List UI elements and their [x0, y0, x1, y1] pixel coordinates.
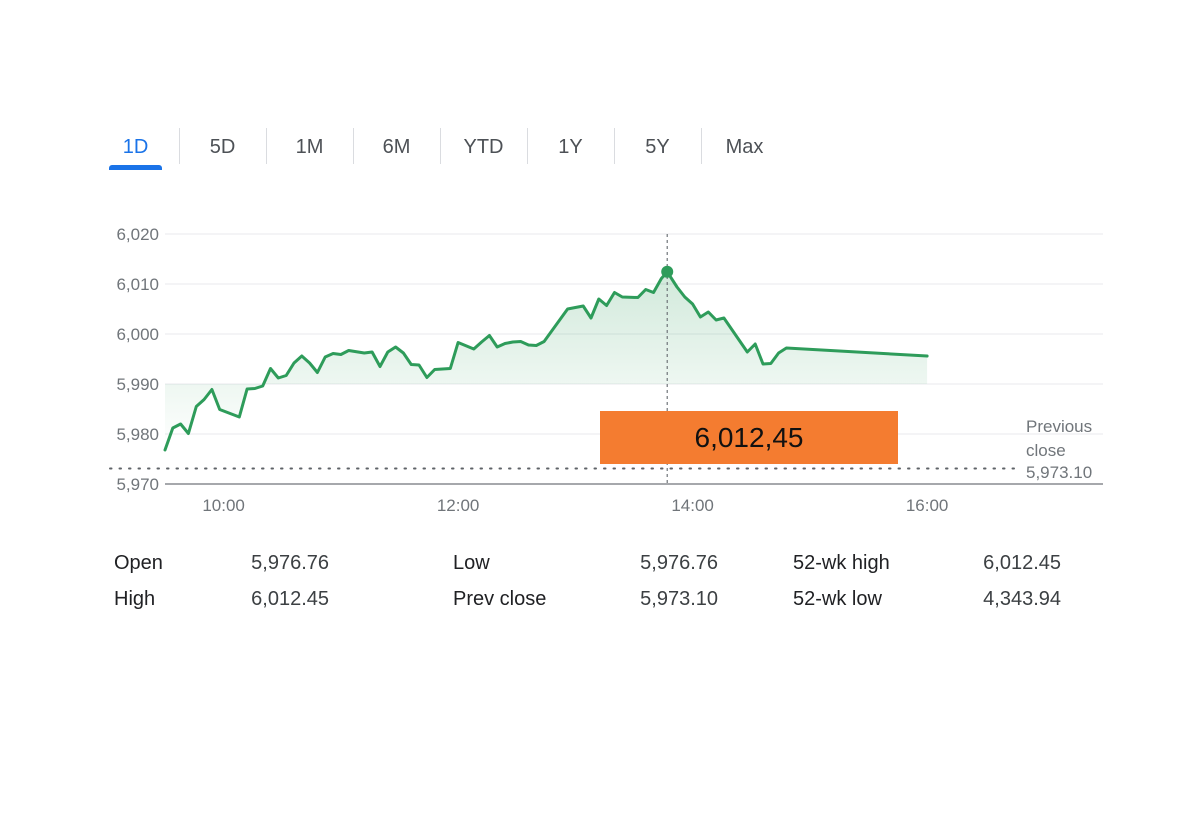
price-area [165, 271, 928, 450]
wk52-high-value: 6,012.45 [983, 552, 1061, 574]
y-axis-labels: 6,020 6,010 6,000 5,990 5,980 5,970 [116, 225, 159, 494]
tab-1y[interactable]: 1Y [527, 126, 614, 170]
stats-row: Open 5,976.76 Low 5,976.76 52-wk high 6,… [114, 550, 1074, 586]
tab-label: 6M [382, 136, 411, 158]
wk52-high-label: 52-wk high [793, 552, 890, 574]
time-range-tabs: 1D 5D 1M 6M YTD 1Y 5Y Max [92, 126, 788, 170]
tab-5d[interactable]: 5D [179, 126, 266, 170]
wk52-low-label: 52-wk low [793, 588, 882, 610]
low-label: Low [453, 552, 490, 574]
highlight-value-box: 6,012,45 [600, 411, 898, 464]
high-label: High [114, 588, 156, 610]
wk52-low-value: 4,343.94 [983, 588, 1061, 610]
active-tab-indicator [109, 165, 162, 170]
tab-5y[interactable]: 5Y [614, 126, 701, 170]
tab-6m[interactable]: 6M [353, 126, 440, 170]
x-tick-label: 14:00 [671, 496, 714, 515]
tab-max[interactable]: Max [701, 126, 788, 170]
open-value: 5,976.76 [251, 552, 329, 574]
previous-close-label: Previous close 5,973.10 [1026, 417, 1092, 482]
tab-1d[interactable]: 1D [92, 126, 179, 170]
tab-label: 1Y [558, 136, 583, 158]
open-label: Open [114, 552, 163, 574]
highlight-point[interactable] [661, 265, 674, 278]
tab-1m[interactable]: 1M [266, 126, 353, 170]
x-tick-label: 16:00 [906, 496, 949, 515]
highlight-value: 6,012,45 [694, 421, 804, 453]
tab-label: YTD [463, 136, 504, 158]
prev-close-line2: close [1026, 441, 1066, 460]
tab-label: 5D [209, 136, 236, 158]
price-series-line [163, 270, 929, 452]
tab-label: Max [725, 136, 764, 158]
stats-row: High 6,012.45 Prev close 5,973.10 52-wk … [114, 586, 1074, 622]
x-tick-label: 10:00 [202, 496, 245, 515]
prev-close-value: 5,973.10 [1026, 463, 1092, 482]
y-tick-label: 6,000 [116, 325, 159, 344]
tab-ytd[interactable]: YTD [440, 126, 527, 170]
tab-label: 1D [122, 136, 149, 158]
tab-label: 1M [295, 136, 324, 158]
prev-close-line1: Previous [1026, 417, 1092, 436]
x-tick-label: 12:00 [437, 496, 480, 515]
high-value: 6,012.45 [251, 588, 329, 610]
y-tick-label: 5,980 [116, 425, 159, 444]
low-value: 5,976.76 [640, 552, 718, 574]
y-tick-label: 6,020 [116, 225, 159, 244]
x-axis-labels: 10:00 12:00 14:00 16:00 [202, 496, 948, 515]
prev-close-stat-label: Prev close [453, 588, 547, 610]
y-tick-label: 6,010 [116, 275, 159, 294]
stats-table: Open 5,976.76 Low 5,976.76 52-wk high 6,… [114, 550, 1074, 622]
prev-close-stat-value: 5,973.10 [640, 588, 718, 610]
y-tick-label: 5,990 [116, 375, 159, 394]
tab-label: 5Y [645, 136, 670, 158]
y-tick-label: 5,970 [116, 475, 159, 494]
